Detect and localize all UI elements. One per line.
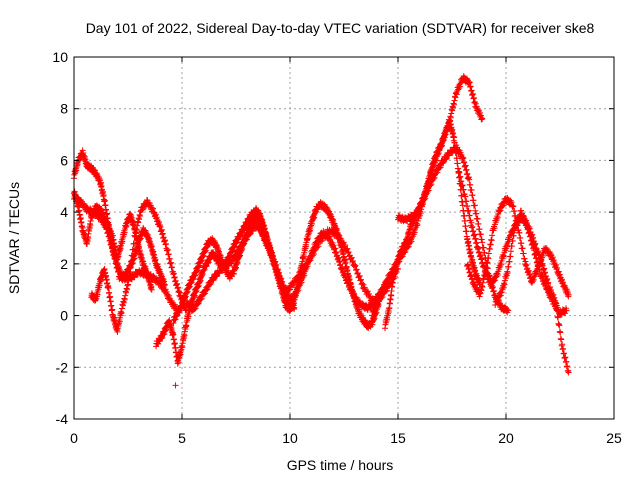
x-tick-label: 0 bbox=[70, 430, 78, 446]
x-tick-label: 15 bbox=[390, 430, 406, 446]
y-tick-label: -2 bbox=[56, 359, 69, 375]
data-point-track-d bbox=[126, 269, 133, 276]
data-point-track-n bbox=[517, 234, 524, 241]
data-point-track-m bbox=[464, 203, 471, 210]
y-tick-label: 10 bbox=[52, 49, 68, 65]
chart-title: Day 101 of 2022, Sidereal Day-to-day VTE… bbox=[86, 20, 595, 36]
data-point-track-l bbox=[470, 197, 477, 204]
data-point-track-k bbox=[463, 228, 470, 235]
data-point-track-o bbox=[506, 258, 513, 265]
x-tick-label: 20 bbox=[498, 430, 514, 446]
data-point-track-d bbox=[125, 281, 131, 288]
data-point-track-l bbox=[467, 181, 474, 188]
data-point-track-d bbox=[96, 282, 103, 289]
data-point-track-m bbox=[558, 336, 565, 343]
data-point-track-e bbox=[161, 330, 168, 337]
grid-lines bbox=[74, 57, 614, 419]
data-point-track-n bbox=[518, 240, 525, 247]
y-tick-label: -4 bbox=[56, 411, 69, 427]
y-tick-label: 8 bbox=[60, 101, 68, 117]
data-point-track-l bbox=[480, 244, 487, 251]
data-point-track-d bbox=[130, 246, 137, 253]
data-point-track-l bbox=[473, 210, 480, 217]
y-axis-label: SDTVAR / TECUs bbox=[6, 182, 22, 294]
data-point-outlier bbox=[172, 382, 179, 389]
data-point-track-n bbox=[521, 255, 528, 262]
data-point-track-m bbox=[463, 198, 470, 205]
data-point-track-o bbox=[509, 238, 516, 245]
x-tick-label: 10 bbox=[282, 430, 298, 446]
y-tick-label: 6 bbox=[60, 152, 68, 168]
data-point-track-e bbox=[191, 292, 198, 299]
data-point-track-d bbox=[127, 263, 134, 270]
data-point-track-k bbox=[462, 223, 469, 230]
data-point-track-l bbox=[479, 239, 486, 246]
data-point-track-k bbox=[451, 134, 458, 141]
data-point-track-k bbox=[454, 160, 461, 167]
y-tick-label: 0 bbox=[60, 308, 68, 324]
x-axis-label: GPS time / hours bbox=[287, 457, 394, 473]
data-point-track-d bbox=[129, 252, 136, 259]
data-point-track-l bbox=[476, 226, 483, 233]
data-point-track-d bbox=[125, 275, 132, 282]
data-point-track-g bbox=[241, 240, 248, 247]
data-points bbox=[71, 73, 572, 389]
data-point-track-d bbox=[128, 258, 135, 265]
data-point-track-o bbox=[507, 253, 514, 260]
data-point-track-f bbox=[178, 305, 185, 312]
data-point-track-d bbox=[131, 240, 138, 247]
data-point-track-g bbox=[195, 300, 202, 307]
data-point-track-k bbox=[459, 202, 466, 209]
x-tick-label: 25 bbox=[606, 430, 622, 446]
data-point-track-m bbox=[557, 329, 564, 336]
y-tick-label: 4 bbox=[60, 204, 68, 220]
data-point-track-o bbox=[507, 248, 514, 255]
data-point-track-o bbox=[505, 263, 512, 270]
y-tick-label: 2 bbox=[60, 256, 68, 272]
x-tick-label: 5 bbox=[178, 430, 186, 446]
data-point-track-o bbox=[508, 243, 515, 250]
data-point-track-c bbox=[148, 286, 155, 293]
